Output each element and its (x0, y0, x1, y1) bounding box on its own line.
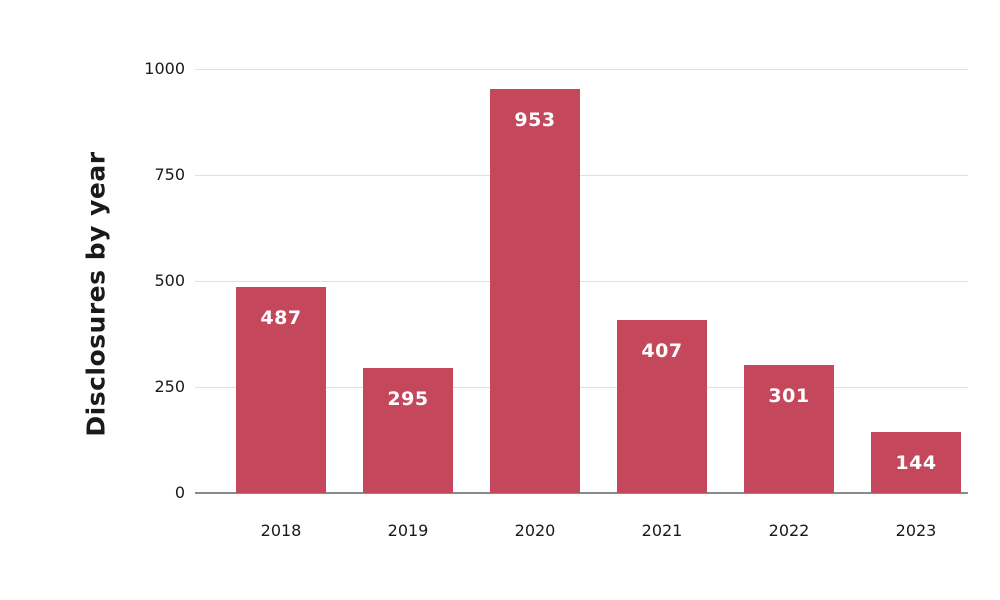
bar-value-label: 144 (895, 451, 937, 474)
x-axis-line (195, 492, 968, 494)
bar-2022: 301 (744, 365, 834, 493)
bar-value-label: 487 (260, 306, 302, 329)
y-tick-label: 250 (154, 377, 185, 396)
bar-2021: 407 (617, 320, 707, 493)
bar-2019: 295 (363, 367, 453, 493)
bar-2018: 487 (236, 286, 326, 493)
gridline (195, 280, 968, 282)
y-tick-label: 0 (174, 483, 185, 502)
bar-2020: 953 (490, 88, 580, 493)
bar-2023: 144 (871, 431, 961, 493)
y-tick-label: 1000 (144, 59, 185, 78)
x-tick-label-2019: 2019 (387, 521, 429, 540)
x-tick-label-2021: 2021 (641, 521, 683, 540)
bar-value-label: 953 (514, 108, 556, 131)
gridline (195, 386, 968, 388)
gridline (195, 68, 968, 70)
y-tick-label: 750 (154, 165, 185, 184)
plot-area: 487 295 953 407 301 144 (195, 68, 968, 494)
bar-value-label: 301 (768, 385, 810, 408)
bar-value-label: 407 (641, 340, 683, 363)
bar-value-label: 295 (387, 387, 429, 410)
x-tick-label-2018: 2018 (260, 521, 302, 540)
x-tick-label-2022: 2022 (768, 521, 810, 540)
y-tick-label: 500 (154, 271, 185, 290)
x-tick-label-2023: 2023 (895, 521, 937, 540)
gridline (195, 174, 968, 176)
x-tick-label-2020: 2020 (514, 521, 556, 540)
